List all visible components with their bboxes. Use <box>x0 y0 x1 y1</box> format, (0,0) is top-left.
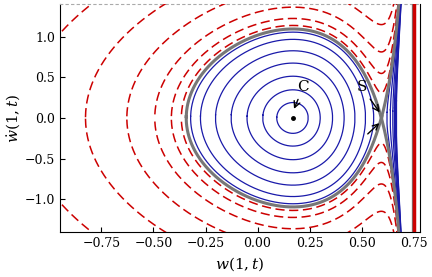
Text: S: S <box>356 80 379 111</box>
Y-axis label: $\dot{w}(1,t)$: $\dot{w}(1,t)$ <box>4 93 22 143</box>
X-axis label: $w(1,t)$: $w(1,t)$ <box>215 255 264 273</box>
Text: C: C <box>294 80 309 107</box>
